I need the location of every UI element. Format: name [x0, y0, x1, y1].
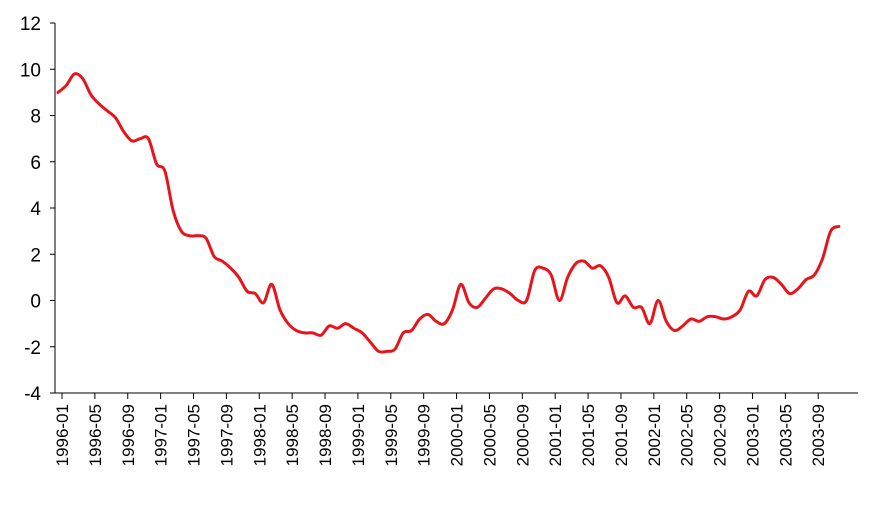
x-tick-label: 2001-09	[612, 404, 631, 466]
x-tick-label: 1997-09	[217, 404, 236, 466]
x-tick-label: 1998-05	[283, 404, 302, 466]
x-tick-label: 1999-01	[349, 404, 368, 466]
y-tick-label: 4	[30, 199, 41, 220]
y-tick-label: 12	[20, 14, 41, 35]
x-tick-label: 2002-09	[711, 404, 730, 466]
x-tick-label: 1996-01	[53, 404, 72, 466]
x-tick-label: 2003-05	[776, 404, 795, 466]
y-tick-label: 10	[20, 60, 41, 81]
x-tick-label: 1999-05	[382, 404, 401, 466]
x-tick-label: 1998-01	[250, 404, 269, 466]
y-tick-label: -2	[24, 338, 41, 359]
x-tick-label: 2001-05	[579, 404, 598, 466]
x-tick-label: 2002-01	[645, 404, 664, 466]
x-tick-label: 2002-05	[678, 404, 697, 466]
x-axis: 1996-01 1996-05 1996-09 1997-01 1997-05 1997-…	[53, 392, 858, 466]
x-tick-label: 2003-01	[743, 404, 762, 466]
x-tick-label: 1996-05	[86, 404, 105, 466]
x-tick-label: 2003-09	[809, 404, 828, 466]
y-tick-label: 8	[30, 107, 41, 128]
y-tick-label: 0	[30, 292, 41, 313]
x-tick-label: 1997-05	[185, 404, 204, 466]
y-tick-label: -4	[24, 384, 41, 405]
y-tick-label: 2	[30, 245, 41, 266]
x-tick-label: 2000-01	[448, 404, 467, 466]
x-tick-label: 1999-09	[415, 404, 434, 466]
x-tick-label: 1998-09	[316, 404, 335, 466]
y-tick-label: 6	[30, 153, 41, 174]
y-axis: -4 -2 0 2 4 6 8 10 12	[20, 14, 56, 405]
x-tick-label: 1996-09	[119, 404, 138, 466]
series-line-0	[56, 72, 841, 354]
x-tick-label: 1997-01	[152, 404, 171, 466]
x-tick-label: 2000-09	[513, 404, 532, 466]
series-layer	[56, 72, 841, 354]
x-tick-label: 2000-05	[480, 404, 499, 466]
x-tick-label: 2001-01	[546, 404, 565, 466]
